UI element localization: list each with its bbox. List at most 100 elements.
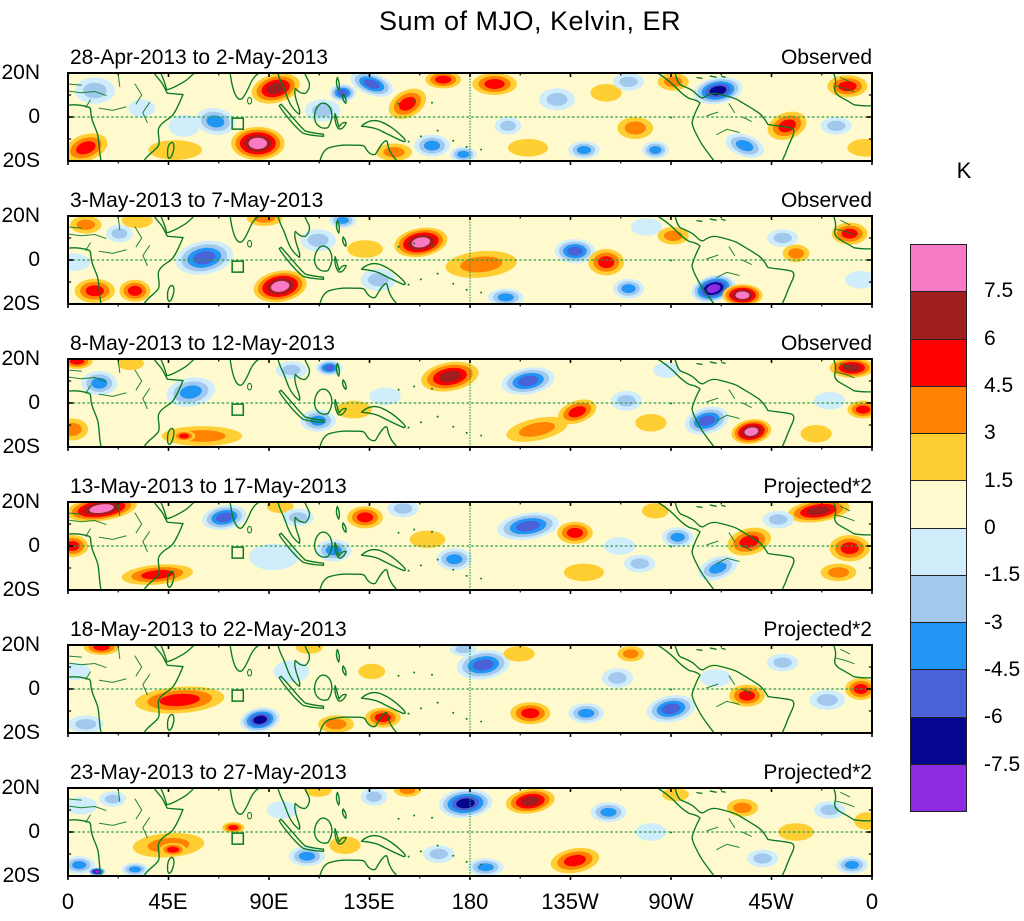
x-tick-0-left: 0 [61, 889, 75, 914]
warm-anomaly-blob [557, 399, 597, 425]
cool-anomaly-blob [329, 84, 357, 102]
panel-date-range: 8-May-2013 to 12-May-2013 [70, 332, 335, 355]
warm-anomaly-blob [231, 126, 285, 160]
anomaly-map [68, 788, 872, 876]
cool-anomaly-blob [762, 510, 794, 529]
cool-anomaly-blob [820, 117, 852, 135]
warm-anomaly-blob [617, 117, 654, 139]
colorbar-tick-label: 7.5 [984, 279, 1014, 303]
colorbar-tick-label: -3 [984, 610, 1003, 634]
panel-date-range: 23-May-2013 to 27-May-2013 [70, 761, 347, 784]
warm-anomaly-blob [74, 278, 115, 303]
coastlines [68, 502, 872, 590]
cool-anomaly-blob [240, 707, 280, 733]
warm-anomaly-blob [117, 359, 144, 370]
region-marker-box [232, 118, 243, 129]
warm-anomaly-blob [68, 359, 93, 369]
region-marker-box [232, 833, 243, 844]
cool-anomaly-blob [767, 229, 799, 247]
cool-anomaly-blob [81, 371, 118, 396]
x-tick-90e: 90E [249, 889, 289, 914]
cool-anomaly-blob [610, 390, 642, 411]
cool-anomaly-blob [612, 73, 645, 91]
warm-anomaly-blob [68, 418, 89, 441]
warm-anomaly-blob [726, 799, 759, 817]
panel-3: 8-May-2013 to 12-May-2013 Observed 20N 0… [0, 331, 1024, 474]
warm-anomaly-blob [347, 240, 383, 258]
y-tick-0: 0 [28, 248, 40, 271]
cool-anomaly-blob [693, 76, 743, 105]
panel-6: 23-May-2013 to 27-May-2013 Projected*2 2… [0, 760, 1024, 903]
y-tick-0: 0 [28, 391, 40, 414]
colorbar-tick-label: 4.5 [984, 374, 1014, 397]
colorbar-cell [911, 433, 966, 481]
cool-anomaly-blob [300, 409, 336, 432]
cool-anomaly-blob [641, 141, 669, 159]
cool-anomaly-blob [590, 802, 627, 823]
cool-anomaly-blob [700, 669, 732, 687]
warm-anomaly-blob [731, 419, 772, 445]
y-tick-20s: 20S [2, 149, 40, 172]
y-tick-20s: 20S [2, 864, 40, 887]
warm-anomaly-blob [318, 715, 354, 733]
x-tick-135e: 135E [343, 889, 395, 914]
cool-anomaly-blob [456, 650, 511, 680]
warm-anomaly-blob [778, 823, 814, 841]
warm-anomaly-blob [782, 244, 810, 263]
region-marker-box [232, 261, 243, 272]
cool-anomaly-blob [166, 377, 216, 407]
y-tick-20s: 20S [2, 435, 40, 458]
y-tick-0: 0 [28, 677, 40, 700]
warm-anomaly-blob [617, 646, 645, 662]
colorbar-units-label: K [956, 158, 972, 183]
warm-anomaly-blob [70, 216, 102, 234]
cool-anomaly-blob [105, 224, 133, 243]
warm-anomaly-blob [394, 788, 421, 797]
colorbar-tick-label: -4.5 [984, 658, 1021, 681]
panel-frame [68, 502, 872, 590]
y-tick-20n: 20N [1, 204, 40, 227]
warm-anomaly-blob [409, 530, 446, 549]
panel-source-label: Projected*2 [763, 761, 872, 784]
warm-anomaly-blob [727, 527, 772, 556]
cool-anomaly-blob [68, 796, 98, 815]
y-tick-20n: 20N [1, 776, 40, 799]
y-tick-20s: 20S [2, 292, 40, 315]
y-tick-0: 0 [28, 534, 40, 557]
cool-anomaly-blob [630, 218, 663, 236]
warm-anomaly-blob [336, 400, 372, 419]
coastlines [68, 359, 872, 447]
colorbar-cell [911, 385, 966, 433]
anomaly-map [68, 359, 872, 447]
cool-anomaly-blob [813, 392, 846, 410]
warm-anomaly-blob [563, 563, 604, 582]
coastlines [68, 73, 872, 161]
y-tick-20n: 20N [1, 61, 40, 84]
panel-date-range: 18-May-2013 to 22-May-2013 [70, 618, 347, 641]
anomaly-map [68, 645, 872, 733]
cool-anomaly-blob [601, 668, 634, 688]
warm-anomaly-blob [635, 414, 667, 432]
warm-anomaly-blob [847, 139, 872, 157]
y-tick-0: 0 [28, 105, 40, 128]
cool-anomaly-blob [99, 791, 127, 807]
cool-anomaly-blob [168, 114, 200, 137]
coastlines [68, 645, 872, 733]
warm-anomaly-blob [68, 133, 108, 161]
cool-anomaly-blob [68, 253, 91, 271]
colorbar-tick-label: 0 [984, 516, 996, 539]
colorbar-cell [911, 245, 966, 292]
cool-anomaly-blob [809, 690, 846, 710]
cool-anomaly-blob [497, 512, 560, 540]
panel-date-range: 13-May-2013 to 17-May-2013 [70, 475, 347, 498]
figure-title: Sum of MJO, Kelvin, ER [378, 6, 682, 36]
coastlines [68, 216, 872, 304]
panel-1: 28-Apr-2013 to 2-May-2013 Observed 20N 0… [0, 45, 1024, 188]
cool-anomaly-blob [684, 406, 729, 435]
warm-anomaly-blob [722, 284, 763, 304]
coastlines [68, 788, 872, 876]
cool-anomaly-blob [387, 502, 419, 518]
cool-anomaly-blob [300, 229, 336, 252]
warm-anomaly-blob [590, 84, 622, 102]
warm-anomaly-blob [507, 139, 549, 157]
